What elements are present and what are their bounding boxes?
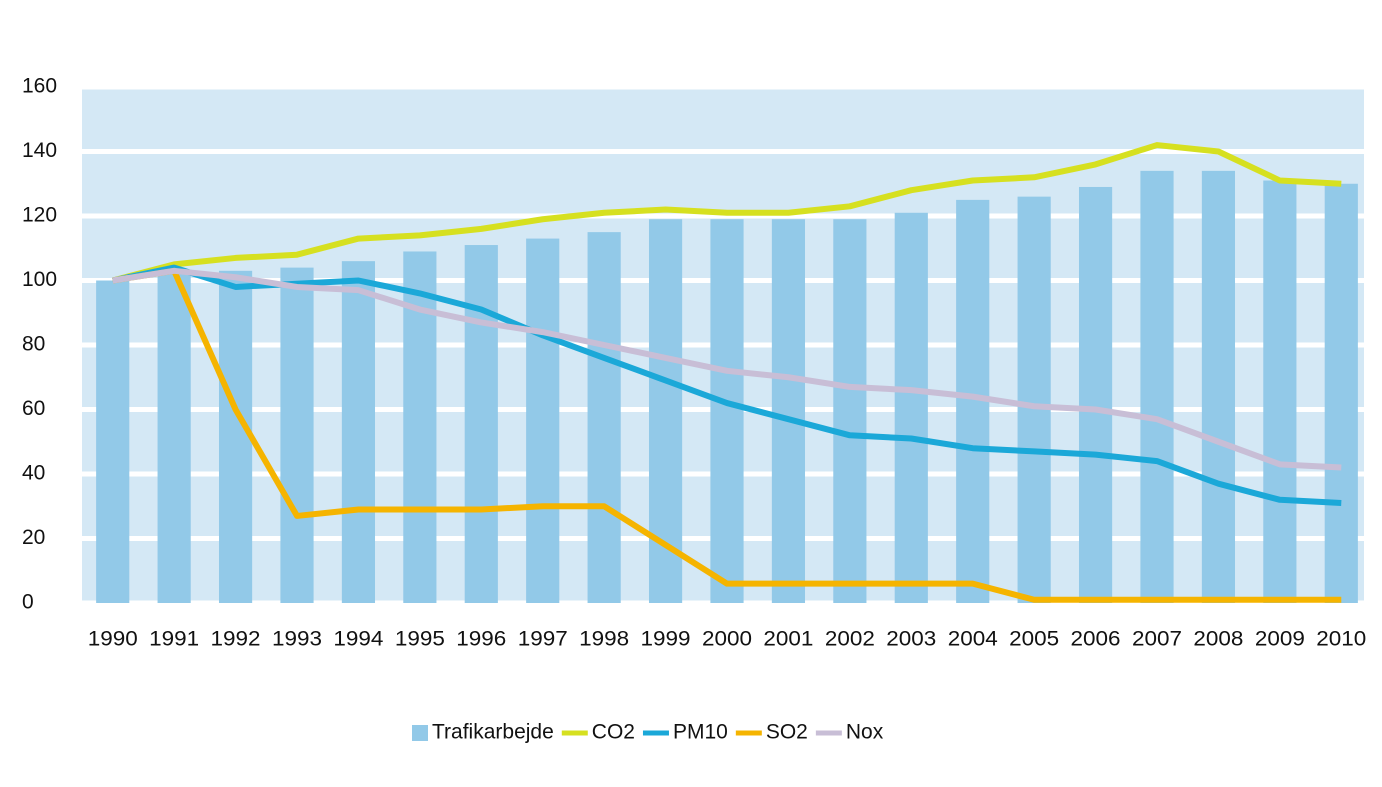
bar <box>1140 170 1174 603</box>
legend-label: Trafikarbejde <box>432 721 554 744</box>
x-tick-label: 1998 <box>579 628 629 651</box>
y-tick-label: 160 <box>22 75 57 98</box>
y-tick-label: 20 <box>22 526 45 549</box>
x-tick-label: 2008 <box>1193 628 1243 651</box>
x-tick-label: 1995 <box>395 628 445 651</box>
x-tick-label: 1999 <box>641 628 691 651</box>
bar <box>894 212 928 603</box>
line-series <box>112 264 1342 507</box>
bar <box>1201 170 1236 603</box>
bar <box>157 270 191 603</box>
x-tick-label: 1992 <box>211 628 261 651</box>
x-tick-label: 2010 <box>1316 628 1366 651</box>
x-tick-label: 2007 <box>1132 628 1182 651</box>
y-tick-label: 140 <box>22 139 57 162</box>
bar <box>587 232 621 603</box>
bar <box>526 238 560 603</box>
line-series <box>111 142 1342 284</box>
x-tick-label: 1990 <box>88 628 138 651</box>
legend-label: SO2 <box>766 721 808 744</box>
x-tick-label: 2002 <box>825 628 875 651</box>
bar <box>833 219 867 603</box>
y-tick-label: 120 <box>22 204 57 227</box>
line-series <box>112 267 1342 603</box>
legend-swatch <box>412 725 428 741</box>
y-tick-label: 80 <box>22 333 45 356</box>
x-tick-label: 1991 <box>149 628 199 651</box>
bar <box>771 219 806 603</box>
y-tick-label: 0 <box>22 591 34 614</box>
bar <box>1324 183 1358 603</box>
x-tick-label: 1997 <box>518 628 568 651</box>
y-tick-label: 60 <box>22 397 45 420</box>
bar <box>280 267 314 603</box>
line-series <box>112 267 1342 471</box>
x-tick-label: 2009 <box>1255 628 1305 651</box>
x-tick-label: 1994 <box>333 628 383 651</box>
bar <box>1017 196 1051 603</box>
y-tick-label: 40 <box>22 462 45 485</box>
bar <box>1078 186 1113 603</box>
bar <box>1263 180 1297 603</box>
bar <box>96 280 130 603</box>
x-tick-label: 2006 <box>1071 628 1121 651</box>
x-tick-label: 2005 <box>1009 628 1059 651</box>
bar <box>218 270 253 603</box>
x-tick-label: 1996 <box>456 628 506 651</box>
legend-label: CO2 <box>592 721 635 744</box>
bar <box>464 245 498 603</box>
x-tick-label: 2000 <box>702 628 752 651</box>
legend-label: Nox <box>846 721 884 744</box>
y-tick-label: 100 <box>22 268 57 291</box>
bar <box>956 199 990 603</box>
x-tick-label: 2001 <box>763 628 813 651</box>
bar <box>710 219 744 603</box>
legend-label: PM10 <box>673 721 728 744</box>
x-tick-label: 2004 <box>948 628 998 651</box>
bar <box>341 261 376 603</box>
x-tick-label: 2003 <box>886 628 936 651</box>
x-tick-label: 1993 <box>272 628 322 651</box>
